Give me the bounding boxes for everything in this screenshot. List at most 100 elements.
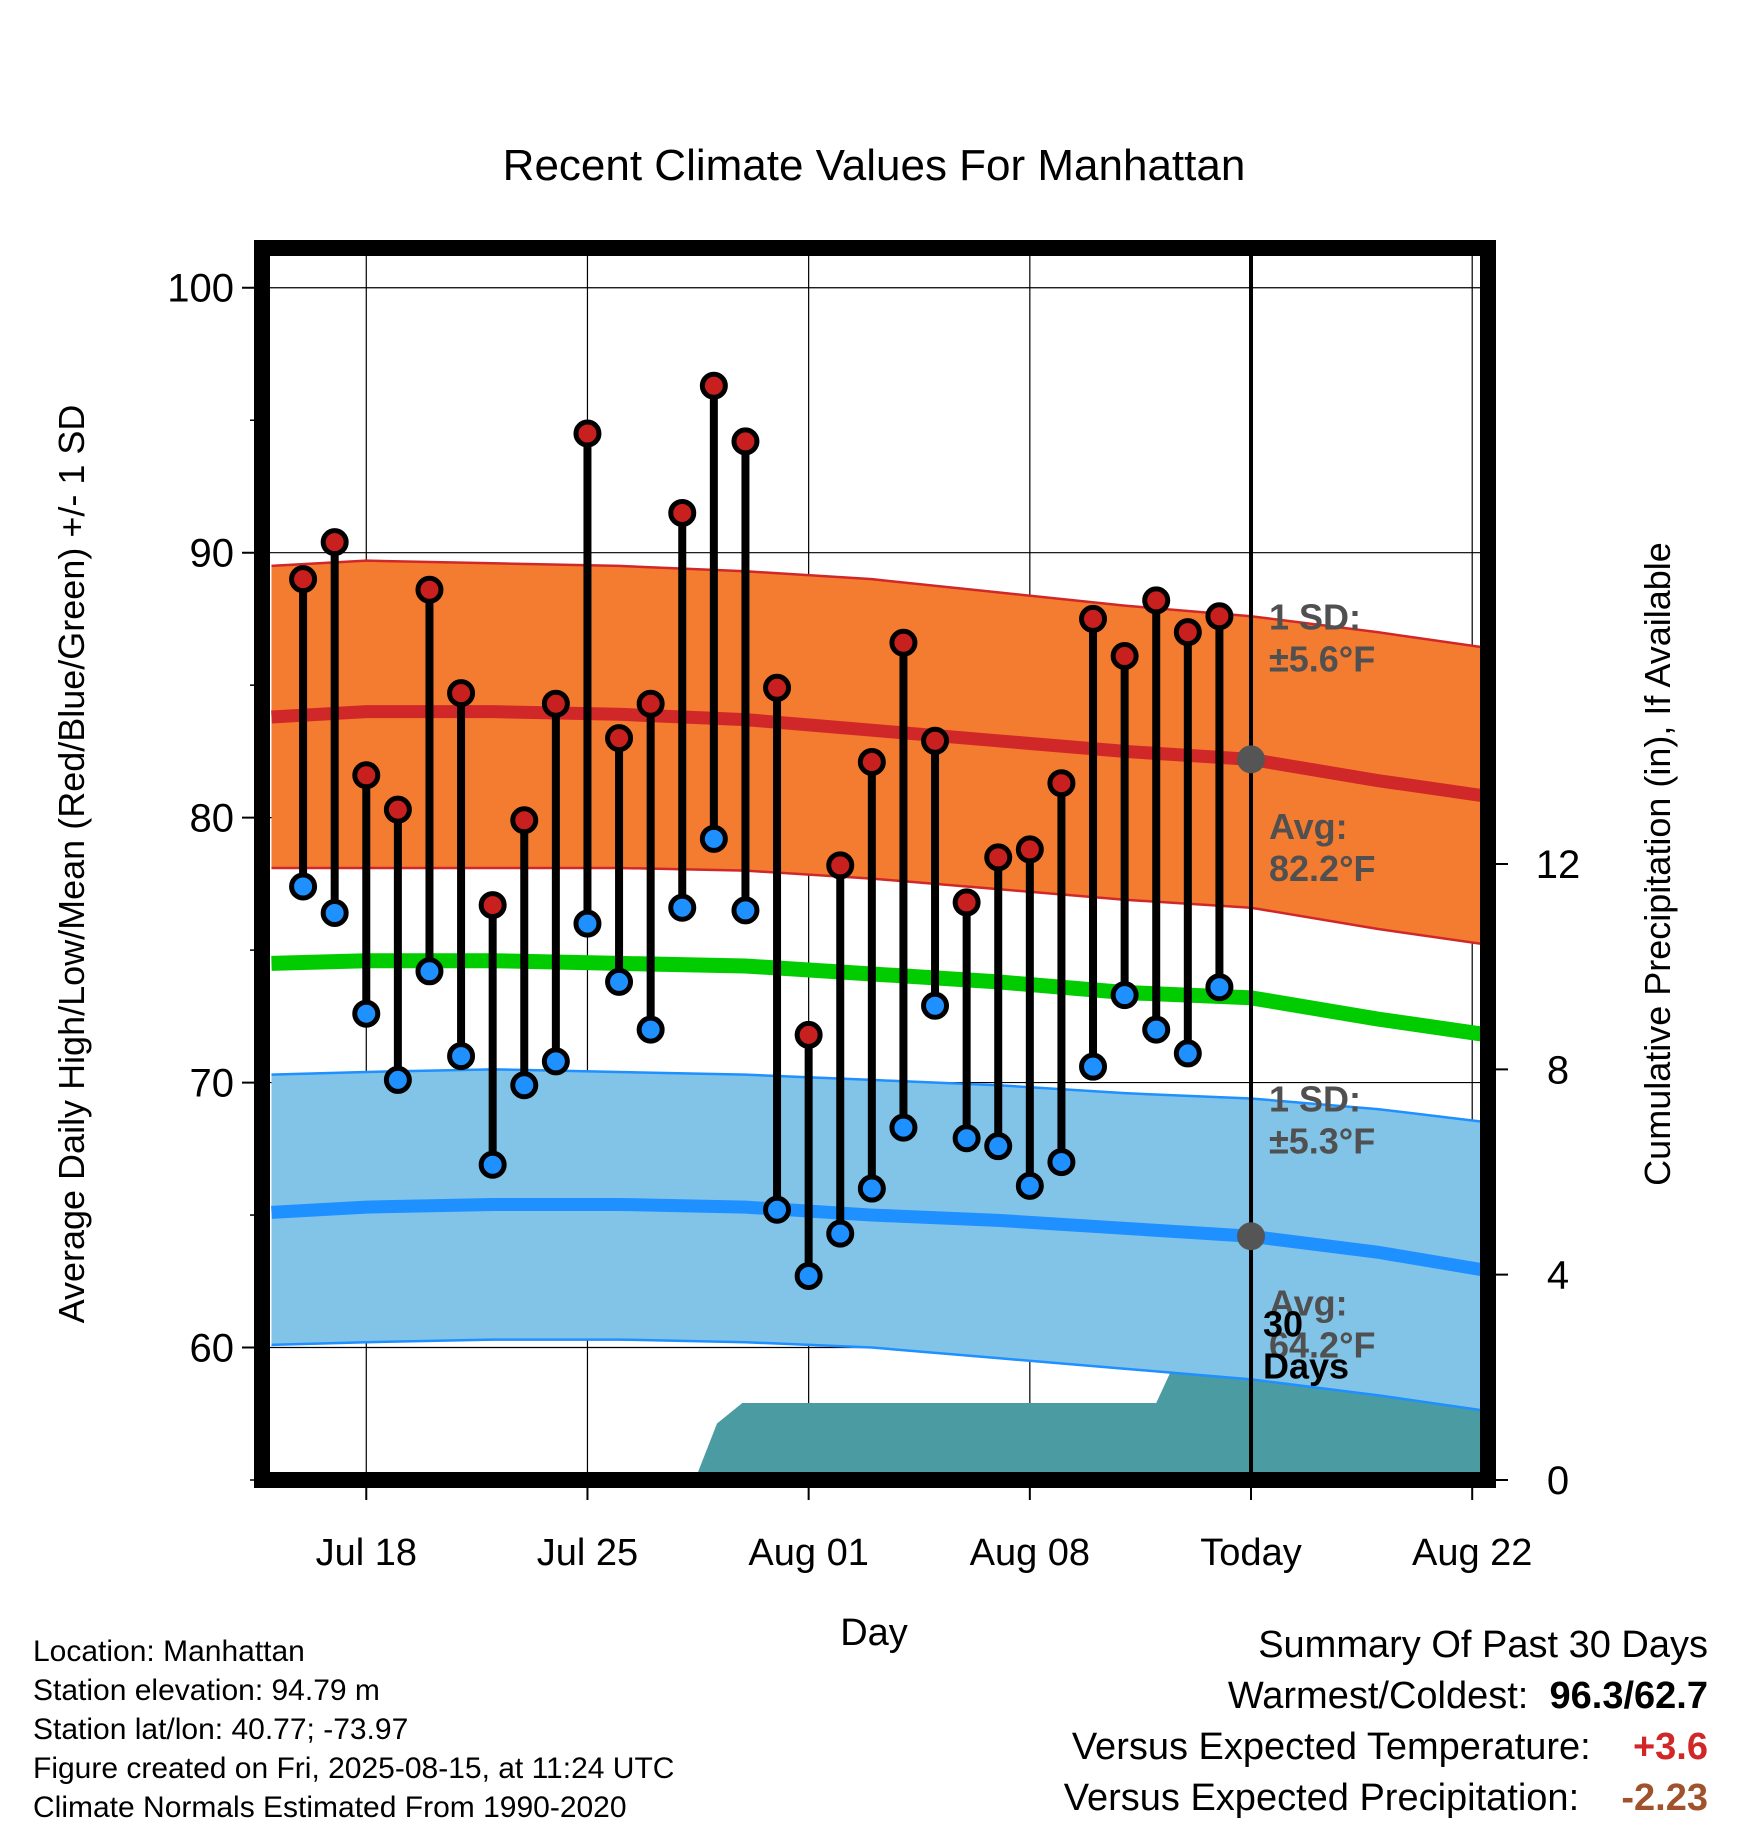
daily-low-point [1050, 1151, 1073, 1174]
daily-high-point [766, 676, 789, 699]
daily-high-point [987, 846, 1010, 869]
daily-low-point [797, 1264, 820, 1287]
daily-low-point [924, 994, 947, 1017]
daily-high-point [1208, 605, 1231, 628]
x-tick-label: Jul 18 [316, 1532, 417, 1574]
daily-low-point [987, 1135, 1010, 1158]
high-avg-annotation: Avg: [1269, 806, 1348, 847]
summary-warmest-label: Warmest/Coldest: [1228, 1675, 1529, 1717]
y-tick-label: 70 [190, 1062, 235, 1106]
summary-panel: Summary Of Past 30 Days Warmest/Coldest:… [1064, 1620, 1708, 1824]
daily-low-point [1018, 1174, 1041, 1197]
daily-low-point [481, 1153, 504, 1176]
daily-high-point [576, 422, 599, 445]
y2-tick-label: 4 [1547, 1254, 1569, 1298]
daily-low-point [1208, 976, 1231, 999]
x-axis-label: Day [840, 1612, 908, 1654]
low-sd-annotation: ±5.3°F [1269, 1121, 1375, 1162]
daily-high-point [639, 692, 662, 715]
x-tick-label: Today [1200, 1532, 1301, 1574]
daily-low-point [418, 960, 441, 983]
y2-tick-label: 8 [1547, 1048, 1569, 1092]
low-sd-annotation: 1 SD: [1269, 1079, 1361, 1120]
station-info: Location: Manhattan Station elevation: 9… [33, 1632, 674, 1827]
daily-high-point [734, 430, 757, 453]
daily-low-point [576, 912, 599, 935]
daily-low-point [955, 1127, 978, 1150]
y2-tick-label: 0 [1547, 1459, 1569, 1503]
daily-low-point [671, 896, 694, 919]
daily-low-point [702, 827, 725, 850]
daily-low-point [544, 1050, 567, 1073]
daily-low-point [323, 902, 346, 925]
daily-high-point [1082, 607, 1105, 630]
summary-warmest-value: 96.3 [1550, 1675, 1624, 1717]
climate-chart: Recent Climate Values For Manhattan 1 SD… [0, 0, 1748, 1828]
daily-high-point [1176, 621, 1199, 644]
daily-high-point [955, 891, 978, 914]
daily-high-point [513, 809, 536, 832]
footer-normals: Climate Normals Estimated From 1990-2020 [33, 1788, 674, 1827]
daily-low-point [1082, 1055, 1105, 1078]
daily-high-point [1018, 838, 1041, 861]
y-axis-label: Average Daily High/Low/Mean (Red/Blue/Gr… [51, 405, 92, 1324]
daily-high-point [386, 798, 409, 821]
precip-days-annotation: 30 [1263, 1303, 1303, 1344]
daily-high-point [450, 682, 473, 705]
daily-low-point [386, 1068, 409, 1091]
daily-low-point [829, 1222, 852, 1245]
daily-high-point [323, 531, 346, 554]
y-tick-label: 60 [190, 1327, 235, 1371]
daily-high-point [702, 374, 725, 397]
daily-high-point [671, 501, 694, 524]
daily-high-point [608, 727, 631, 750]
y2-tick-label: 12 [1536, 843, 1581, 887]
y2-axis-label: Cumulative Precipitation (in), If Availa… [1637, 542, 1678, 1186]
daily-low-point [513, 1074, 536, 1097]
daily-high-point [1145, 589, 1168, 612]
summary-temp-label: Versus Expected Temperature: [1072, 1726, 1591, 1768]
summary-precip-value: -2.23 [1621, 1777, 1708, 1819]
x-tick-label: Aug 08 [970, 1532, 1090, 1574]
footer-latlon: Station lat/lon: 40.77; -73.97 [33, 1710, 674, 1749]
daily-high-point [355, 764, 378, 787]
daily-high-point [1050, 772, 1073, 795]
footer-elevation: Station elevation: 94.79 m [33, 1671, 674, 1710]
daily-high-point [797, 1023, 820, 1046]
daily-high-point [1113, 645, 1136, 668]
x-tick-label: Jul 25 [537, 1532, 638, 1574]
footer-location: Location: Manhattan [33, 1632, 674, 1671]
summary-temp-row: Versus Expected Temperature: +3.6 [1064, 1722, 1708, 1773]
summary-temp-value: +3.6 [1633, 1726, 1708, 1768]
daily-low-point [1145, 1018, 1168, 1041]
y-tick-label: 90 [190, 532, 235, 576]
today-avg-low-marker [1237, 1222, 1265, 1250]
chart-title: Recent Climate Values For Manhattan [503, 141, 1246, 190]
daily-low-point [734, 899, 757, 922]
daily-high-point [829, 854, 852, 877]
daily-low-point [450, 1045, 473, 1068]
summary-precip-label: Versus Expected Precipitation: [1064, 1777, 1579, 1819]
avg-mean-line [271, 961, 1488, 1035]
summary-warmest-row: Warmest/Coldest: 96.3/62.7 [1064, 1671, 1708, 1722]
high-avg-annotation: 82.2°F [1269, 848, 1375, 889]
y-tick-label: 100 [167, 267, 234, 311]
daily-low-point [766, 1198, 789, 1221]
plot-area: 1 SD:±5.6°FAvg:82.2°F1 SD:±5.3°FAvg:64.2… [262, 248, 1488, 1480]
daily-low-point [1176, 1042, 1199, 1065]
daily-high-point [892, 631, 915, 654]
daily-high-point [924, 729, 947, 752]
daily-low-point [1113, 984, 1136, 1007]
footer-created: Figure created on Fri, 2025-08-15, at 11… [33, 1749, 674, 1788]
daily-high-point [481, 894, 504, 917]
high-sd-annotation: ±5.6°F [1269, 639, 1375, 680]
daily-high-point [860, 750, 883, 773]
y-tick-label: 80 [190, 797, 235, 841]
high-sd-annotation: 1 SD: [1269, 597, 1361, 638]
precip-days-annotation: Days [1263, 1345, 1349, 1386]
summary-coldest-value: 62.7 [1634, 1675, 1708, 1717]
daily-low-point [608, 970, 631, 993]
daily-low-point [355, 1002, 378, 1025]
daily-high-point [292, 568, 315, 591]
x-tick-label: Aug 22 [1412, 1532, 1532, 1574]
